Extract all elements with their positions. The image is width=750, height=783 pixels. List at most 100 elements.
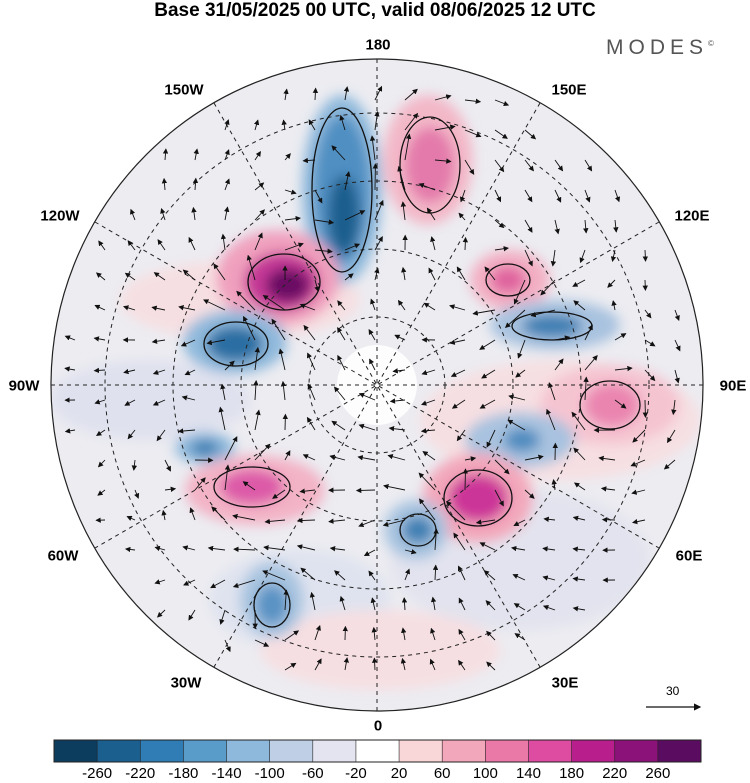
wind-vector-arrow [614,399,627,409]
wind-vector-arrow [64,366,76,372]
wind-vector-arrow [610,249,617,262]
wind-vector-arrow [421,369,436,376]
wind-vector-arrow [458,597,466,611]
wind-vector-arrow [151,305,166,311]
wind-vector-arrow [524,189,533,203]
wind-vector-arrow [224,464,231,491]
wind-vector-arrow [224,178,230,191]
colorbar-swatch [312,740,357,762]
wind-vector-arrow [343,657,349,671]
wind-vector-arrow [432,564,439,581]
wind-vector-arrow [344,171,351,191]
wind-vector-arrow [296,544,316,551]
wind-vector-arrow [284,630,300,641]
wind-vector-arrow [358,392,376,401]
wind-vector-arrow [400,657,407,671]
colorbar-swatch [355,740,400,762]
lon-label-0: 0 [373,717,383,735]
colorbar-swatch [657,740,702,762]
wind-vector-arrow [334,570,346,581]
wind-vector-arrow [271,318,286,341]
wind-vector-arrow [151,338,166,344]
wind-vector-arrow [283,589,289,611]
wind-vector-arrow [182,269,196,281]
wind-vector-arrow [253,119,260,131]
wind-vector-arrow [98,240,106,251]
lon-label-30w: 30W [170,674,202,692]
wind-vector-arrow [162,148,169,161]
wind-vector-arrow [302,157,316,164]
wind-vector-arrow [374,267,380,281]
wind-vector-arrow [126,515,136,521]
wind-vector-arrow [211,506,226,521]
lon-label-180: 180 [365,36,391,54]
wind-vector-arrow [494,99,510,107]
wind-vector-arrow [462,468,469,491]
wind-vector-arrow [156,429,166,442]
wind-vector-arrow [423,302,436,311]
wind-vector-arrow [671,399,677,416]
wind-vector-arrow [284,153,291,161]
wind-vector-field [64,85,681,671]
wind-vector-arrow [524,159,534,172]
wind-vector-arrow [254,346,260,371]
colorbar-swatch [528,740,573,762]
wind-vector-arrow [124,272,136,281]
wind-vector-arrow [329,454,346,461]
wind-vector-arrow [254,232,263,251]
wind-vector-arrow [224,149,230,161]
colorbar [53,739,702,763]
wind-vector-arrow [494,246,509,252]
colorbar-tick-label: -220 [125,765,156,782]
wind-vector-arrow [299,303,316,311]
wind-vector-arrow [181,395,196,401]
wind-vector-arrow [96,429,106,437]
lon-label-150w: 150W [164,81,204,99]
reference-vector-label: 30 [666,684,680,698]
wind-vector-arrow [507,419,526,431]
wind-vector-arrow [632,518,646,525]
wind-vector-arrow [397,165,406,191]
wind-vector-arrow [486,630,496,641]
lon-label-150e: 150E [551,81,587,99]
wind-vector-arrow [614,189,621,203]
wind-vector-arrow [358,423,376,431]
wind-vector-arrow [464,456,477,462]
wind-vector-arrow [272,489,286,499]
wind-vector-arrow [401,627,407,641]
wind-vector-arrow [614,333,627,341]
wind-vector-arrow [152,399,166,406]
wind-vector-arrow [453,532,466,551]
wind-vector-arrow [299,488,316,494]
wind-vector-arrow [420,428,436,434]
wind-vector-arrow [370,298,376,311]
wind-vector-arrow [157,239,166,251]
wind-vector-arrow [203,299,226,311]
wind-vector-arrow [177,428,196,434]
wind-vector-arrow [178,305,196,311]
wind-vector-arrow [418,183,436,191]
colorbar-swatch [54,740,98,762]
wind-vector-arrow [583,376,589,401]
wind-vector-arrow [449,339,466,345]
wind-vector-arrow [433,528,439,551]
colorbar-tick-label: -180 [168,765,199,782]
wind-vector-arrow [572,546,586,552]
wind-vector-arrow [337,354,346,371]
wind-vector-arrow [363,549,376,556]
wind-vector-arrow [550,249,557,267]
wind-vector-arrow [154,545,166,552]
wind-vector-arrow [220,233,227,251]
wind-vector-arrow [508,394,526,401]
wind-vector-arrow [554,219,560,235]
wind-vector-arrow [540,279,556,296]
wind-vector-arrow [584,159,593,172]
wind-vector-arrow [344,243,361,251]
wind-vector-arrow [551,478,557,491]
wind-vector-arrow [156,609,166,618]
wind-vector-arrow [224,360,235,371]
colorbar-tick-label: -60 [301,765,324,782]
wind-vector-arrow [188,236,196,251]
wind-vector-arrow [243,315,256,341]
